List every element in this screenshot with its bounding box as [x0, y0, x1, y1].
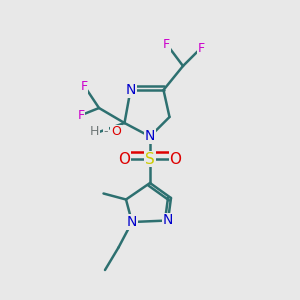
Text: F: F: [197, 41, 205, 55]
Text: N: N: [145, 130, 155, 143]
Text: F: F: [77, 109, 85, 122]
Text: F: F: [80, 80, 88, 94]
Text: N: N: [163, 214, 173, 227]
Text: O: O: [111, 125, 121, 139]
Text: O: O: [169, 152, 181, 166]
Text: H: H: [90, 125, 99, 139]
Text: F: F: [163, 38, 170, 52]
Text: N: N: [127, 215, 137, 229]
Text: O: O: [118, 152, 130, 166]
Text: N: N: [125, 83, 136, 97]
Text: S: S: [145, 152, 155, 166]
Text: -: -: [103, 125, 108, 139]
